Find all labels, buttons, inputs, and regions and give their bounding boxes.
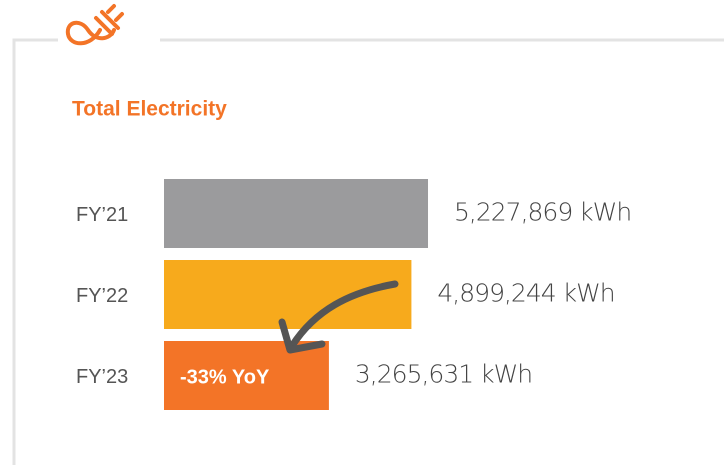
category-label: FY’21 (76, 204, 128, 226)
bar (164, 179, 429, 248)
annotation: -33% YoY (180, 366, 270, 388)
chart-title: Total Electricity (72, 98, 227, 121)
category-label: FY’23 (76, 366, 128, 388)
category-label: FY’22 (76, 285, 128, 307)
value-label: 3,265,631 kWh (355, 360, 532, 389)
bar (164, 341, 329, 410)
value-label: 4,899,244 kWh (437, 279, 614, 308)
arrow (278, 280, 399, 354)
frame (12, 38, 724, 465)
value-label: 5,227,869 kWh (454, 198, 631, 227)
bar (164, 260, 412, 329)
plug-icon (65, 4, 124, 46)
